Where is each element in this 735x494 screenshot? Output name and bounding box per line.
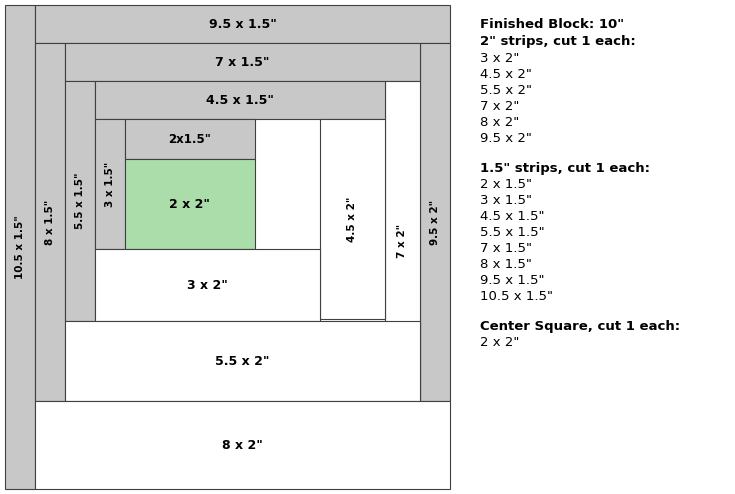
- Bar: [35, 43, 65, 401]
- Bar: [125, 119, 255, 159]
- Text: 4.5 x 1.5": 4.5 x 1.5": [206, 93, 274, 107]
- Text: 9.5 x 2": 9.5 x 2": [430, 200, 440, 245]
- Text: 2 x 1.5": 2 x 1.5": [480, 178, 532, 191]
- Text: 2" strips, cut 1 each:: 2" strips, cut 1 each:: [480, 35, 636, 48]
- Text: 5.5 x 1.5": 5.5 x 1.5": [75, 173, 85, 229]
- Bar: [35, 401, 450, 489]
- Bar: [95, 249, 320, 321]
- Text: 3 x 2": 3 x 2": [187, 279, 228, 291]
- Text: 5.5 x 1.5": 5.5 x 1.5": [480, 226, 545, 239]
- Bar: [65, 43, 420, 81]
- Bar: [385, 81, 420, 401]
- Text: 8 x 2": 8 x 2": [480, 116, 519, 129]
- Bar: [420, 43, 450, 401]
- Bar: [65, 81, 95, 321]
- Text: 4.5 x 1.5": 4.5 x 1.5": [480, 210, 545, 223]
- Text: 7 x 2": 7 x 2": [480, 100, 520, 113]
- Text: 4.5 x 2": 4.5 x 2": [348, 196, 357, 242]
- Bar: [35, 5, 450, 43]
- Text: 7 x 2": 7 x 2": [398, 224, 407, 258]
- Text: 9.5 x 2": 9.5 x 2": [480, 132, 532, 145]
- Text: 10.5 x 1.5": 10.5 x 1.5": [480, 290, 553, 303]
- Bar: [5, 5, 35, 489]
- Text: 8 x 1.5": 8 x 1.5": [45, 200, 55, 245]
- Bar: [65, 321, 420, 401]
- Text: 5.5 x 2": 5.5 x 2": [215, 355, 270, 368]
- Text: 8 x 1.5": 8 x 1.5": [480, 258, 532, 271]
- Text: 3 x 1.5": 3 x 1.5": [105, 162, 115, 206]
- Bar: [95, 119, 125, 249]
- Text: 3 x 2": 3 x 2": [480, 52, 520, 65]
- Text: 2 x 2": 2 x 2": [170, 198, 210, 210]
- Text: Finished Block: 10": Finished Block: 10": [480, 18, 624, 31]
- Text: Center Square, cut 1 each:: Center Square, cut 1 each:: [480, 320, 680, 333]
- Text: 7 x 1.5": 7 x 1.5": [480, 242, 532, 255]
- Bar: [125, 159, 255, 249]
- Text: 8 x 2": 8 x 2": [222, 439, 263, 452]
- Text: 1.5" strips, cut 1 each:: 1.5" strips, cut 1 each:: [480, 162, 650, 175]
- Text: 4.5 x 2": 4.5 x 2": [480, 68, 532, 81]
- Text: 2x1.5": 2x1.5": [168, 132, 212, 146]
- Text: 7 x 1.5": 7 x 1.5": [215, 55, 270, 69]
- Bar: [95, 81, 385, 119]
- Text: 2 x 2": 2 x 2": [480, 336, 520, 349]
- Text: 3 x 1.5": 3 x 1.5": [480, 194, 532, 207]
- Text: 10.5 x 1.5": 10.5 x 1.5": [15, 215, 25, 279]
- Text: 9.5 x 1.5": 9.5 x 1.5": [480, 274, 545, 287]
- Bar: [320, 119, 385, 319]
- Text: 5.5 x 2": 5.5 x 2": [480, 84, 532, 97]
- Text: 9.5 x 1.5": 9.5 x 1.5": [209, 17, 276, 31]
